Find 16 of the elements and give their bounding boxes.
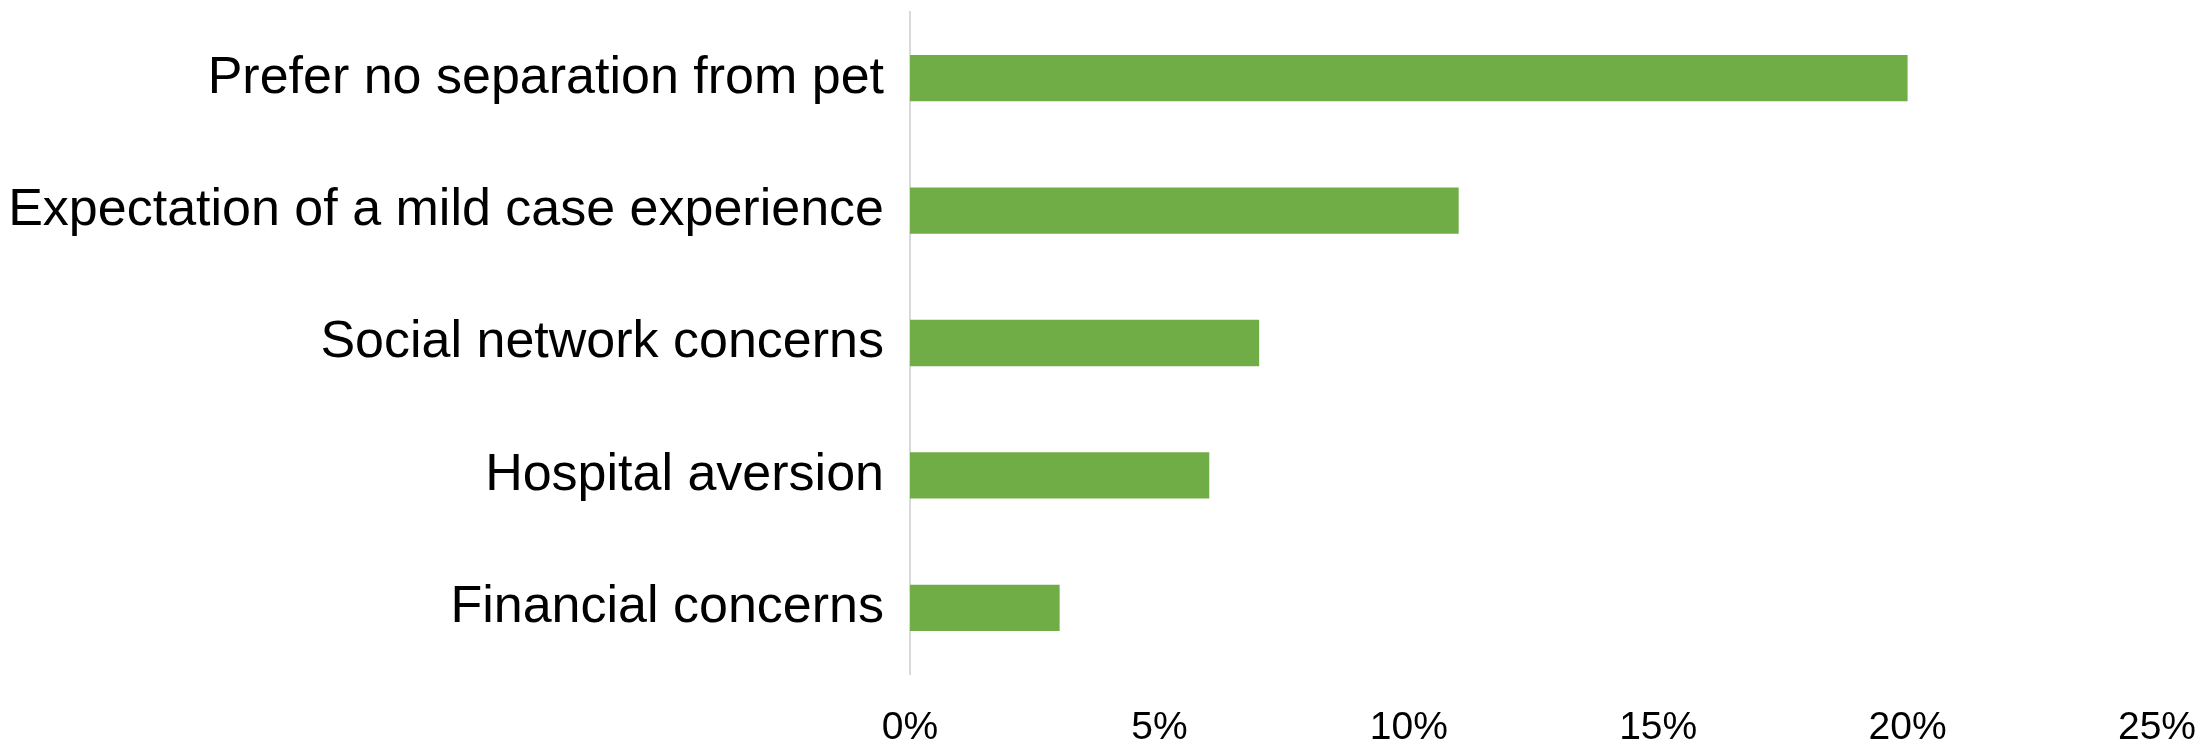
x-tick-label: 25% bbox=[2117, 704, 2197, 748]
x-tick-label: 15% bbox=[1619, 704, 1698, 748]
x-tick-label: 10% bbox=[1369, 704, 1448, 748]
bar bbox=[910, 187, 1459, 234]
x-tick-label: 20% bbox=[1868, 704, 1947, 748]
y-tick-label: Hospital aversion bbox=[485, 442, 884, 501]
bar bbox=[910, 584, 1060, 631]
x-tick-label: 0% bbox=[881, 704, 939, 748]
bar bbox=[910, 452, 1210, 499]
y-tick-label: Expectation of a mild case experience bbox=[8, 177, 884, 236]
x-tick-label: 5% bbox=[1131, 704, 1188, 748]
y-tick-label: Prefer no separation from pet bbox=[207, 45, 885, 104]
bar bbox=[910, 55, 1908, 102]
y-tick-label: Financial concerns bbox=[450, 575, 884, 634]
bar bbox=[910, 319, 1260, 367]
y-tick-label: Social network concerns bbox=[320, 310, 884, 369]
